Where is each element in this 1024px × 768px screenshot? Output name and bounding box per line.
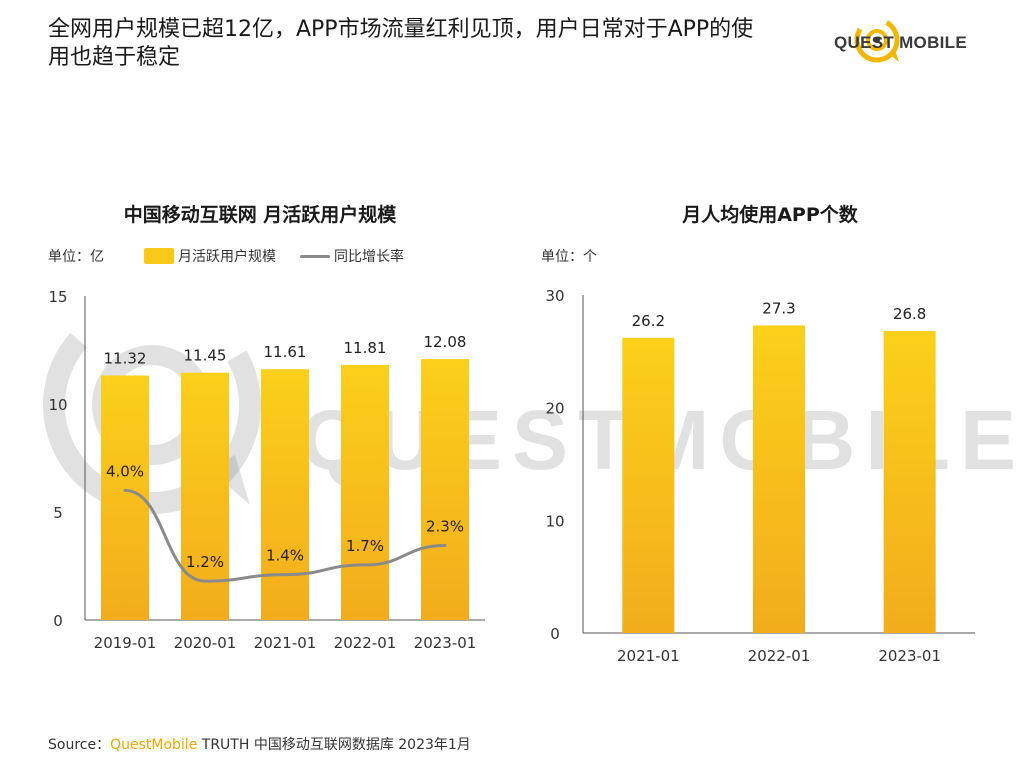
y-tick-label: 0: [550, 625, 560, 643]
x-tick-label: 2022-01: [334, 634, 397, 652]
y-tick-label: 15: [48, 288, 67, 306]
line-value-label: 4.0%: [106, 462, 144, 480]
source-rest: TRUTH 中国移动互联网数据库 2023年1月: [197, 737, 471, 753]
bar-value-label: 26.2: [632, 312, 665, 330]
y-tick-label: 30: [545, 287, 564, 305]
line-value-label: 2.3%: [426, 517, 464, 535]
bar: [181, 372, 229, 620]
x-tick-label: 2021-01: [254, 634, 317, 652]
bar-value-label: 11.61: [264, 343, 307, 361]
bar: [421, 359, 469, 620]
source-note: Source：QuestMobile TRUTH 中国移动互联网数据库 2023…: [48, 734, 471, 754]
y-tick-label: 0: [53, 612, 63, 630]
x-tick-label: 2023-01: [878, 647, 941, 665]
right-unit-label: 单位：个: [541, 249, 597, 265]
y-tick-label: 10: [545, 512, 564, 530]
x-tick-label: 2019-01: [94, 634, 157, 652]
bar-value-label: 11.45: [184, 347, 227, 365]
bar: [261, 369, 309, 620]
page-headline: 全网用户规模已超12亿，APP市场流量红利见顶，用户日常对于APP的使用也趋于稳…: [48, 17, 754, 70]
line-value-label: 1.7%: [346, 537, 384, 555]
right-chart-title: 月人均使用APP个数: [682, 204, 858, 226]
legend-bar-label: 月活跃用户规模: [178, 249, 276, 265]
x-tick-label: 2023-01: [414, 634, 477, 652]
left-chart-title: 中国移动互联网 月活跃用户规模: [123, 204, 397, 226]
logo-text: QUEST MOBILE: [834, 33, 967, 52]
source-brand: QuestMobile: [110, 737, 198, 753]
legend-line-swatch: [300, 254, 330, 258]
quest-mobile-logo-icon: [854, 17, 900, 63]
bar-value-label: 11.81: [344, 339, 387, 357]
x-tick-label: 2021-01: [617, 647, 680, 665]
x-tick-label: 2020-01: [174, 634, 237, 652]
bar-value-label: 11.32: [104, 349, 147, 367]
x-tick-label: 2022-01: [748, 647, 811, 665]
bar: [883, 331, 936, 633]
bar: [341, 364, 389, 620]
bar-value-label: 27.3: [762, 299, 795, 317]
bar-value-label: 12.08: [424, 333, 467, 351]
legend-line-label: 同比增长率: [334, 249, 404, 265]
growth-rate-line: [123, 488, 447, 583]
bar: [622, 337, 675, 633]
line-value-label: 1.2%: [186, 553, 224, 571]
y-tick-label: 5: [53, 504, 63, 522]
left-legend: 月活跃用户规模 同比增长率: [144, 246, 404, 266]
bar: [753, 325, 805, 633]
y-tick-label: 10: [48, 396, 67, 414]
source-prefix: Source：: [48, 737, 111, 753]
line-value-label: 1.4%: [266, 547, 304, 565]
left-unit-label: 单位：亿: [48, 249, 104, 265]
legend-bar-swatch: [144, 248, 174, 264]
y-tick-label: 20: [545, 400, 564, 418]
bar-value-label: 26.8: [893, 305, 926, 323]
